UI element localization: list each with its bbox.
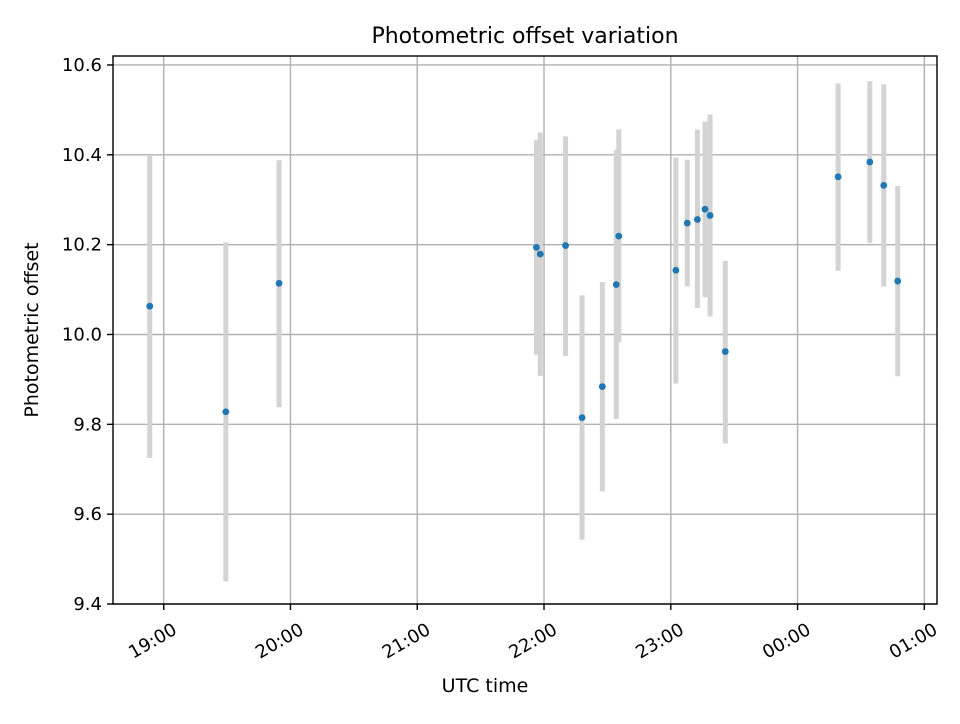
y-tick-label: 10.0 <box>62 324 102 345</box>
data-point <box>683 219 691 227</box>
data-point <box>598 383 606 390</box>
data-point <box>694 216 701 223</box>
data-point <box>866 158 874 166</box>
data-point <box>146 302 154 310</box>
data-point <box>536 250 544 258</box>
data-point <box>612 281 620 289</box>
plot-frame <box>112 55 938 605</box>
y-tick-label: 9.6 <box>73 504 102 525</box>
data-point <box>578 414 586 421</box>
y-tick-label: 10.4 <box>62 145 102 166</box>
data-point <box>275 279 283 287</box>
data-points <box>146 158 902 421</box>
y-tick-label: 10.2 <box>62 235 102 256</box>
data-point <box>222 408 230 416</box>
data-point <box>562 242 569 249</box>
grid-lines <box>113 56 937 605</box>
y-tick-label: 10.6 <box>62 55 102 76</box>
data-point <box>615 232 623 240</box>
data-point <box>894 277 902 285</box>
y-tick-label: 9.4 <box>73 594 102 615</box>
chart-title: Photometric offset variation <box>371 24 678 49</box>
data-point <box>533 243 540 251</box>
data-point <box>880 181 888 189</box>
y-axis-label: Photometric offset <box>21 242 43 417</box>
data-point <box>834 173 842 181</box>
data-point <box>672 266 680 274</box>
data-point <box>701 205 709 213</box>
y-tick-label: 9.8 <box>73 414 102 435</box>
x-axis-label: UTC time <box>442 675 529 697</box>
data-point <box>721 348 729 355</box>
data-point <box>706 212 714 219</box>
